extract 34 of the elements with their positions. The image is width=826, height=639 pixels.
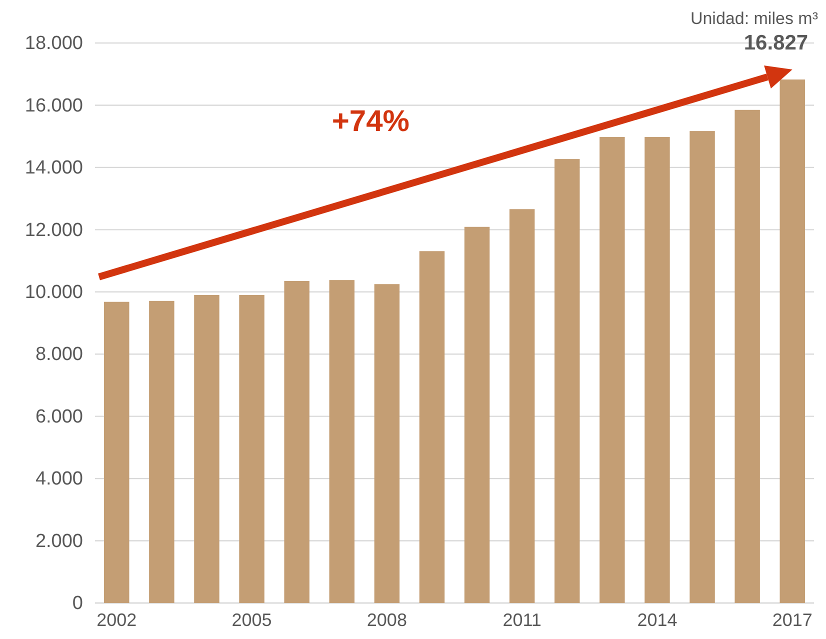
- x-tick-label: 2008: [366, 610, 407, 630]
- bar: [600, 136, 625, 603]
- y-tick-label: 4.000: [35, 468, 83, 490]
- y-tick-label: 8.000: [35, 344, 83, 366]
- x-tick-label: 2011: [502, 610, 542, 630]
- bar: [690, 131, 715, 603]
- bar: [419, 251, 445, 603]
- bar: [509, 209, 535, 603]
- x-tick-label: 2014: [637, 610, 678, 630]
- bar: [734, 110, 760, 603]
- y-tick-label: 6.000: [35, 406, 83, 428]
- x-tick-label: 2017: [772, 610, 812, 630]
- x-tick-label: 2005: [232, 610, 272, 630]
- text: Unidad: miles m³: [690, 9, 818, 28]
- y-tick-label: 12.000: [24, 220, 83, 241]
- bar: [149, 300, 174, 603]
- data-label: 16.827: [744, 31, 808, 54]
- bar: [104, 302, 130, 603]
- y-tick-label: 2.000: [35, 530, 83, 552]
- y-tick-label: 14.000: [24, 158, 83, 179]
- bar: [194, 295, 220, 603]
- bar: [464, 226, 490, 603]
- bar: [284, 281, 310, 603]
- annotation: +74%: [332, 105, 410, 138]
- y-tick-label: 16.000: [24, 95, 83, 116]
- y-tick-label: 10.000: [24, 282, 83, 303]
- bar: [554, 159, 580, 603]
- x-tick-label: 2002: [96, 610, 137, 630]
- bar: [329, 280, 354, 603]
- y-tick-label: 18.000: [24, 33, 83, 54]
- y-tick-label: 0: [72, 593, 83, 614]
- bar: [644, 136, 670, 603]
- bar: [374, 284, 400, 603]
- bar: [239, 295, 264, 603]
